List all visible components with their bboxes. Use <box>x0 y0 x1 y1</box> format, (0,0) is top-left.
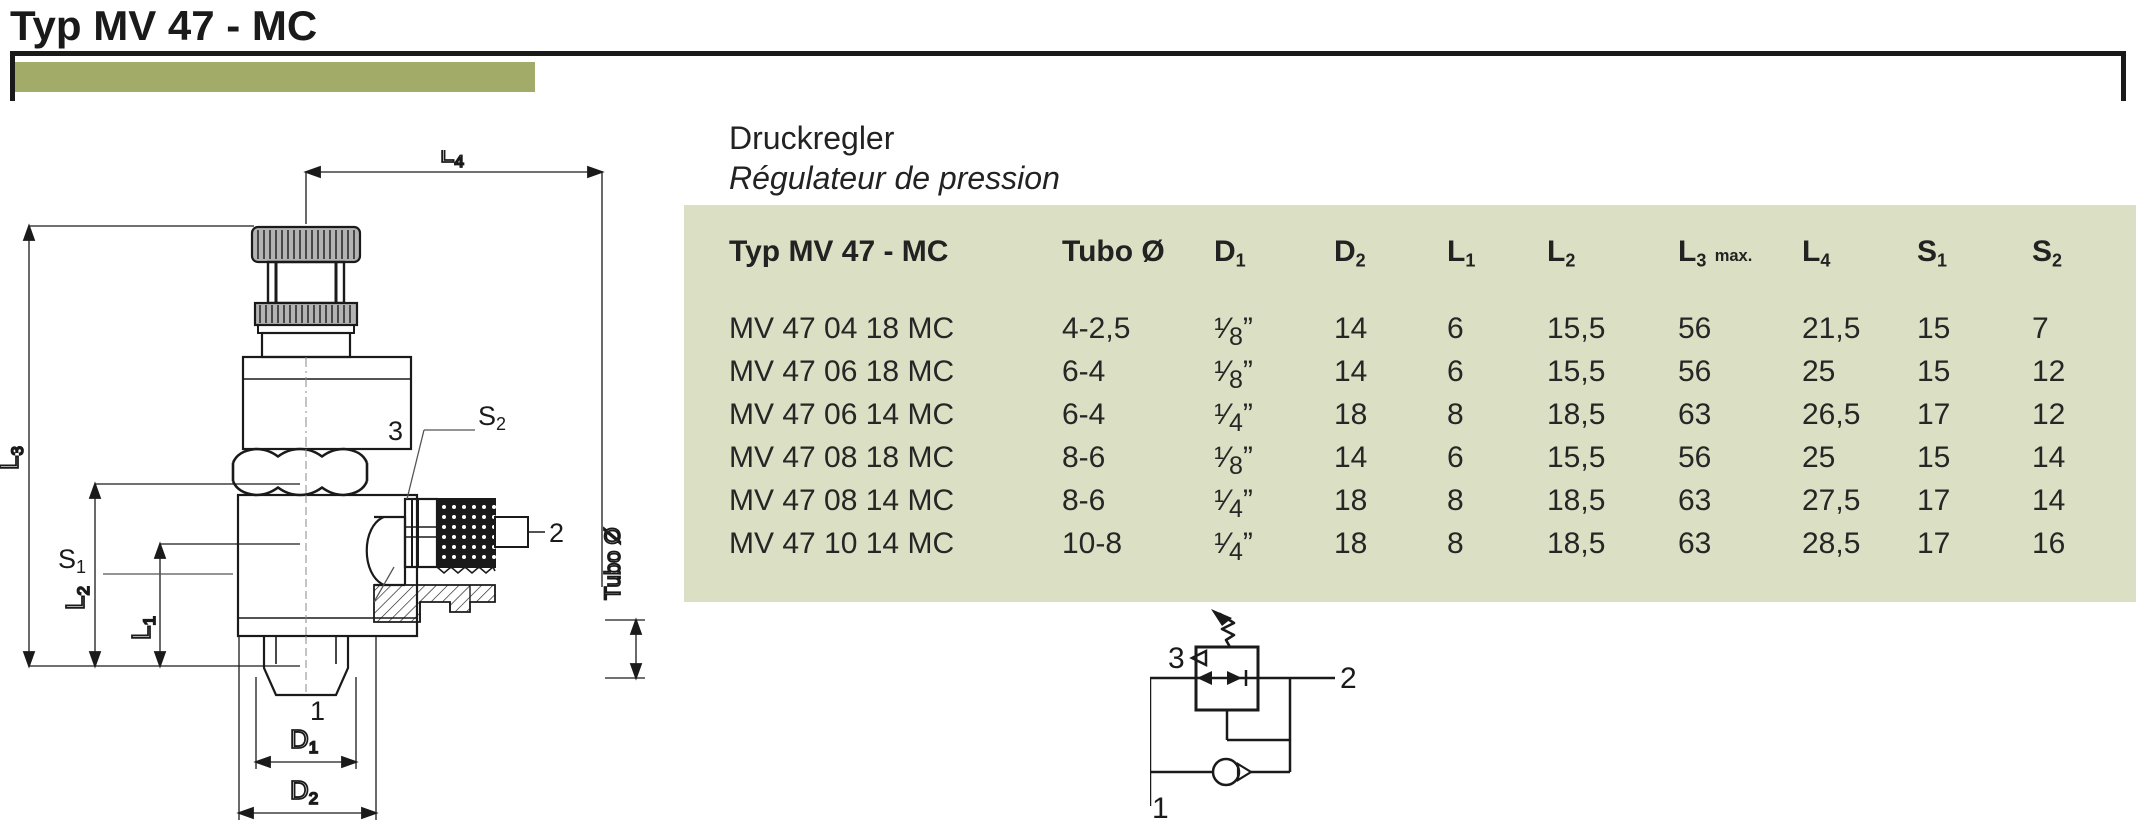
svg-text:3: 3 <box>1168 642 1185 675</box>
svg-text:1: 1 <box>1152 792 1169 820</box>
svg-text:S1: S1 <box>58 544 86 577</box>
svg-text:L2: L2 <box>60 586 93 610</box>
svg-text:L3: L3 <box>0 446 27 470</box>
svg-text:2: 2 <box>1340 662 1357 695</box>
svg-text:D1: D1 <box>290 724 318 757</box>
svg-text:S2: S2 <box>478 401 506 434</box>
svg-text:D2: D2 <box>290 775 318 808</box>
svg-text:3: 3 <box>388 416 403 446</box>
svg-text:2: 2 <box>549 518 564 548</box>
svg-text:1: 1 <box>310 696 325 726</box>
svg-text:L4: L4 <box>440 150 464 171</box>
svg-text:Tubo Ø: Tubo Ø <box>600 527 625 600</box>
svg-text:L1: L1 <box>126 616 159 640</box>
